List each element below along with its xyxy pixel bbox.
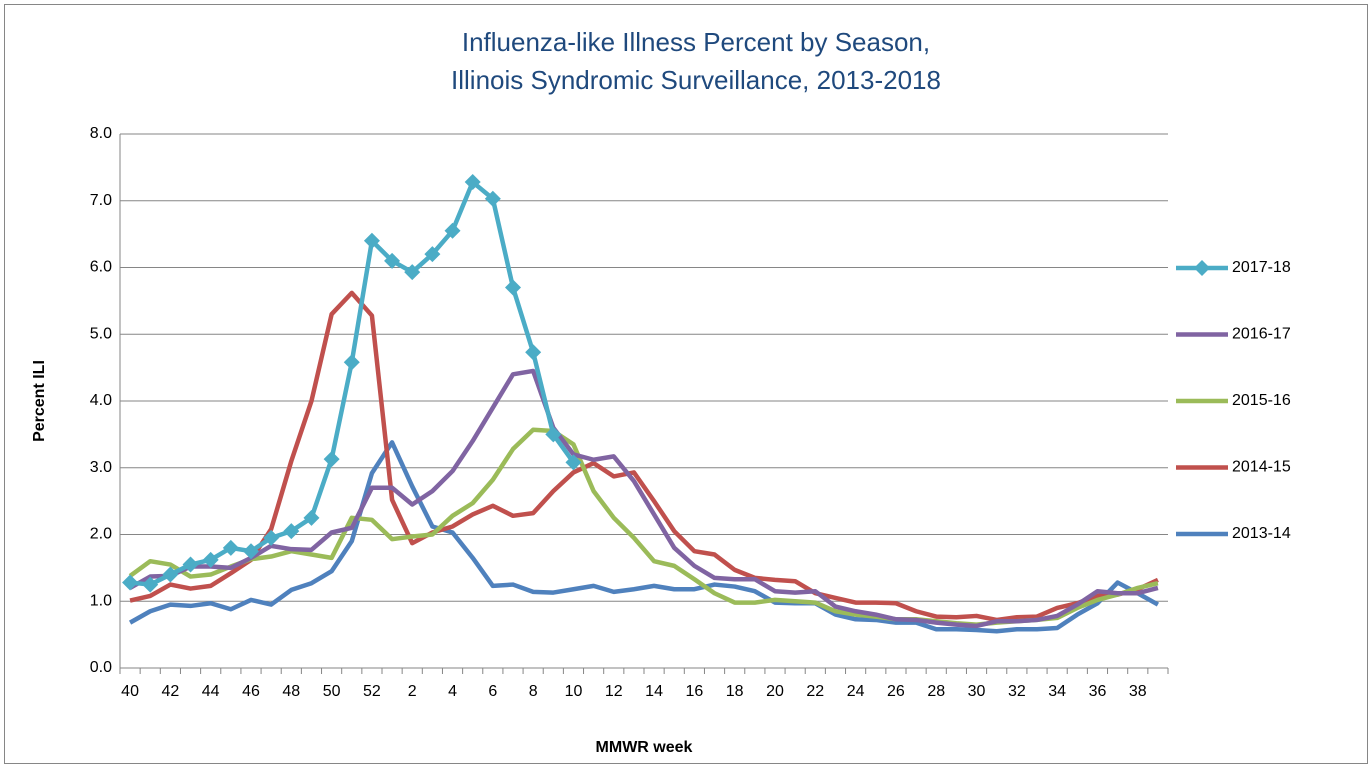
x-tick-label: 28 <box>927 683 945 700</box>
x-tick-label: 32 <box>1008 683 1026 700</box>
chart-border <box>4 4 1368 764</box>
series-marker <box>384 252 401 269</box>
series-marker <box>222 539 239 556</box>
x-tick-label: 46 <box>242 683 260 700</box>
x-tick-label: 40 <box>121 683 139 700</box>
x-tick-label: 34 <box>1048 683 1066 700</box>
x-tick-label: 10 <box>565 683 583 700</box>
x-tick-label: 26 <box>887 683 905 700</box>
series-marker <box>283 523 300 540</box>
x-tick-label: 38 <box>1129 683 1147 700</box>
y-tick-label: 2.0 <box>90 526 112 543</box>
x-tick-label: 8 <box>529 683 538 700</box>
legend-label: 2014-15 <box>1232 459 1291 476</box>
series-line <box>128 368 1159 629</box>
series-marker <box>424 246 441 263</box>
y-tick-label: 7.0 <box>90 192 112 209</box>
y-tick-label: 0.0 <box>90 659 112 676</box>
x-tick-label: 12 <box>605 683 623 700</box>
series-marker <box>444 222 461 239</box>
series-line <box>129 290 1159 623</box>
x-tick-label: 24 <box>847 683 865 700</box>
series-marker <box>484 190 501 207</box>
series-marker <box>303 509 320 526</box>
x-tick-label: 50 <box>323 683 341 700</box>
series-marker <box>243 543 259 560</box>
y-tick-label: 4.0 <box>90 392 112 409</box>
series-marker <box>363 232 380 249</box>
series-marker <box>323 451 340 468</box>
legend-label: 2016-17 <box>1232 326 1291 343</box>
series-marker <box>162 566 179 583</box>
y-tick-label: 5.0 <box>90 325 112 342</box>
series-marker <box>404 264 421 281</box>
x-tick-label: 14 <box>645 683 663 700</box>
x-tick-label: 20 <box>766 683 784 700</box>
x-tick-label: 36 <box>1089 683 1107 700</box>
x-axis-label: MMWR week <box>596 739 693 756</box>
series-marker <box>505 279 521 296</box>
y-tick-label: 3.0 <box>90 459 112 476</box>
x-tick-label: 2 <box>408 683 417 700</box>
x-tick-label: 16 <box>685 683 703 700</box>
series-marker <box>565 454 582 471</box>
series-marker <box>464 174 481 191</box>
series-line <box>128 440 1160 634</box>
x-tick-label: 22 <box>806 683 824 700</box>
x-tick-label: 4 <box>448 683 457 700</box>
series-marker <box>545 426 562 443</box>
x-tick-label: 30 <box>968 683 986 700</box>
series-marker <box>263 529 280 546</box>
x-tick-label: 6 <box>488 683 497 700</box>
series-marker <box>122 574 139 591</box>
legend-marker <box>1194 260 1210 276</box>
x-tick-label: 42 <box>161 683 179 700</box>
series-marker <box>525 344 542 361</box>
legend-label: 2015-16 <box>1232 392 1291 409</box>
x-tick-label: 44 <box>202 683 220 700</box>
chart-title: Influenza-like Illness Percent by Season… <box>462 27 930 57</box>
chart-title: Illinois Syndromic Surveillance, 2013-20… <box>451 65 941 95</box>
y-axis-label: Percent ILI <box>31 360 48 442</box>
legend-label: 2017-18 <box>1232 259 1291 276</box>
x-tick-label: 52 <box>363 683 381 700</box>
x-tick-label: 18 <box>726 683 744 700</box>
y-tick-label: 1.0 <box>90 592 112 609</box>
x-tick-label: 48 <box>282 683 300 700</box>
series-marker <box>142 576 159 593</box>
series-marker <box>343 354 360 371</box>
y-tick-label: 8.0 <box>90 125 112 142</box>
legend-label: 2013-14 <box>1232 525 1291 542</box>
y-tick-label: 6.0 <box>90 259 112 276</box>
series-marker <box>202 551 219 568</box>
series-marker <box>182 556 199 573</box>
